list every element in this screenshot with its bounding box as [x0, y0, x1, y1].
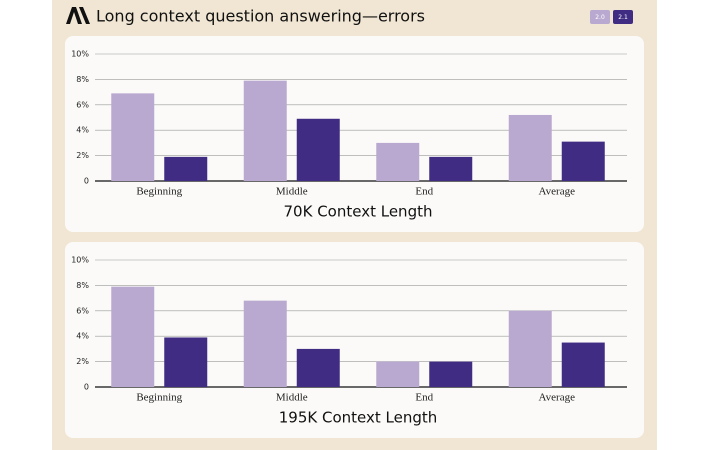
legend-swatch — [590, 10, 610, 24]
y-tick-label: 10% — [71, 50, 89, 59]
legend-swatch — [613, 10, 633, 24]
bar — [429, 361, 473, 387]
legend-label: 2.0 — [595, 14, 605, 21]
y-tick-label: 2% — [76, 151, 89, 160]
x-tick-label: End — [415, 392, 433, 404]
page-title: Long context question answering—errors — [96, 7, 425, 26]
bar — [561, 141, 605, 181]
y-tick-label: 0 — [84, 383, 89, 392]
bar — [296, 348, 340, 387]
bar — [376, 142, 420, 181]
x-tick-label: Beginning — [136, 392, 182, 404]
y-tick-label: 8% — [76, 75, 89, 84]
bar — [111, 286, 155, 387]
y-tick-label: 4% — [76, 332, 89, 341]
chart-title: 195K Context Length — [279, 409, 438, 427]
chart-title: 70K Context Length — [284, 203, 433, 221]
bar — [429, 156, 473, 181]
y-tick-label: 4% — [76, 126, 89, 135]
bar — [164, 156, 208, 181]
y-tick-label: 6% — [76, 306, 89, 315]
bar — [508, 310, 552, 387]
bar — [111, 93, 155, 181]
y-tick-label: 8% — [76, 281, 89, 290]
bar — [508, 114, 552, 181]
x-tick-label: Average — [539, 392, 576, 404]
x-tick-label: End — [415, 186, 433, 198]
chart-card — [65, 36, 644, 232]
bar — [376, 361, 420, 387]
logo — [66, 7, 90, 24]
x-tick-label: Middle — [276, 392, 308, 404]
bar — [243, 300, 287, 387]
x-tick-label: Average — [539, 186, 576, 198]
y-tick-label: 0 — [84, 177, 89, 186]
bar — [243, 80, 287, 181]
y-tick-label: 10% — [71, 256, 89, 265]
legend-label: 2.1 — [618, 14, 628, 21]
x-tick-label: Middle — [276, 186, 308, 198]
x-tick-label: Beginning — [136, 186, 182, 198]
chart-card — [65, 242, 644, 438]
bar — [296, 118, 340, 181]
y-tick-label: 2% — [76, 357, 89, 366]
y-tick-label: 6% — [76, 100, 89, 109]
bar — [561, 342, 605, 387]
bar — [164, 337, 208, 387]
